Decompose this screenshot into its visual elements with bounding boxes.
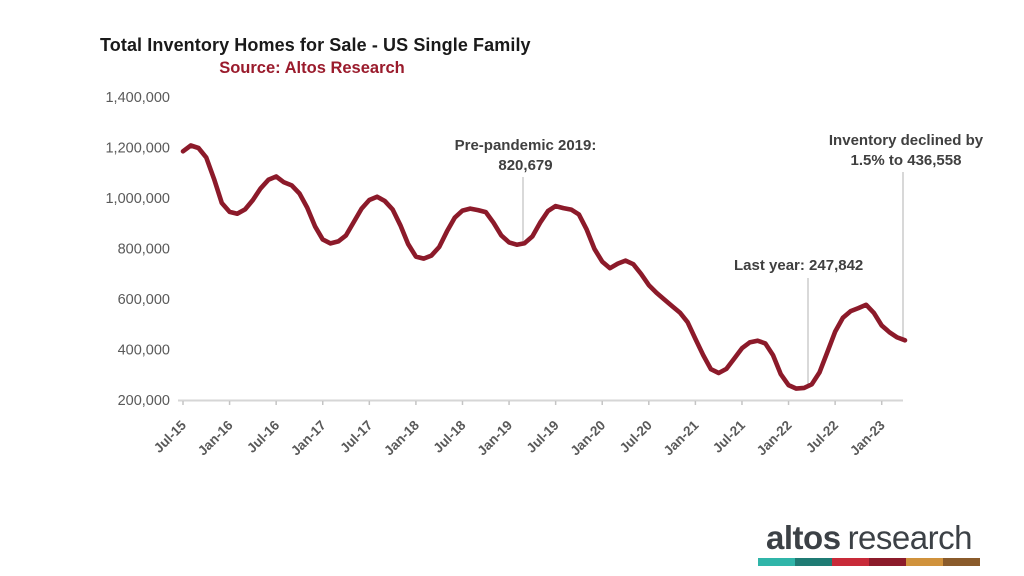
logo-bar-segment-4 bbox=[869, 558, 906, 566]
altos-research-logo: altos research bbox=[758, 521, 980, 566]
y-axis-tick-label: 1,400,000 bbox=[105, 90, 170, 106]
logo-color-bar bbox=[758, 558, 980, 566]
x-axis-tick-label: Jul-20 bbox=[617, 418, 655, 456]
logo-bar-segment-5 bbox=[906, 558, 943, 566]
annotation-pre-pandemic-line1: Pre-pandemic 2019: bbox=[454, 137, 597, 154]
logo-bar-segment-2 bbox=[795, 558, 832, 566]
altos-research-logo-text: altos research bbox=[758, 521, 980, 555]
chart-subtitle: Source: Altos Research bbox=[219, 59, 405, 77]
x-axis-tick-label: Jul-15 bbox=[151, 417, 190, 456]
x-axis-tick-label: Jul-16 bbox=[244, 417, 283, 456]
annotation-decline-line1: Inventory declined by bbox=[828, 132, 984, 149]
logo-word-altos: altos bbox=[766, 519, 841, 556]
y-axis-tick-label: 200,000 bbox=[118, 393, 170, 409]
inventory-line-chart: 200,000 400,000 600,000 800,000 1,000,000 1,2… bbox=[105, 90, 908, 459]
x-axis-tick-label: Jan-21 bbox=[661, 417, 702, 458]
annotation-last-year: Last year: 247,842 bbox=[734, 257, 864, 274]
x-axis-tick-label: Jul-22 bbox=[803, 418, 841, 456]
annotation-pre-pandemic: Pre-pandemic 2019: 820,679 bbox=[418, 136, 633, 176]
y-axis-tick-label: 800,000 bbox=[118, 242, 170, 258]
inventory-series-line bbox=[180, 143, 908, 391]
logo-bar-segment-1 bbox=[758, 558, 795, 566]
logo-word-research: research bbox=[847, 519, 973, 556]
x-axis-tick-label: Jul-21 bbox=[710, 417, 749, 456]
y-axis-tick-label: 400,000 bbox=[118, 343, 170, 359]
y-axis-tick-label: 1,000,000 bbox=[105, 191, 170, 207]
x-axis-tick-label: Jul-19 bbox=[524, 418, 562, 456]
logo-bar-segment-6 bbox=[943, 558, 980, 566]
x-axis-tick-label: Jan-17 bbox=[288, 418, 329, 459]
y-axis-tick-label: 1,200,000 bbox=[105, 141, 170, 157]
x-axis-tick-label: Jan-19 bbox=[474, 418, 515, 459]
x-axis-tick-label: Jan-18 bbox=[381, 417, 422, 458]
annotation-pre-pandemic-line2: 820,679 bbox=[498, 157, 553, 174]
annotation-decline: Inventory declined by 1.5% to 436,558 bbox=[810, 131, 1002, 171]
x-axis-tick-label: Jan-22 bbox=[754, 418, 795, 459]
chart-title: Total Inventory Homes for Sale - US Sing… bbox=[100, 35, 531, 55]
x-axis-tick-label: Jan-16 bbox=[195, 417, 236, 458]
annotation-decline-line2: 1.5% to 436,558 bbox=[850, 152, 962, 169]
x-axis-tick-label: Jul-18 bbox=[430, 417, 469, 456]
logo-bar-segment-3 bbox=[832, 558, 869, 566]
x-axis-tick-label: Jan-23 bbox=[847, 417, 888, 458]
x-axis-tick-label: Jul-17 bbox=[337, 418, 375, 456]
y-axis-tick-label: 600,000 bbox=[118, 292, 170, 308]
x-axis-tick-label: Jan-20 bbox=[567, 418, 608, 459]
